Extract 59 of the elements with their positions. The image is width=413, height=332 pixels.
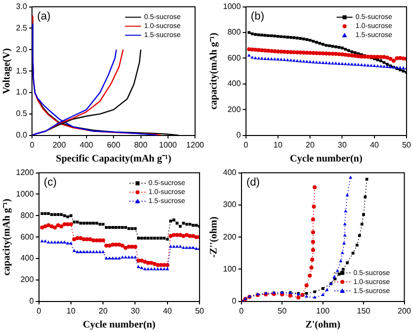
y-tick-label: 1000	[223, 2, 242, 12]
x-tick-label: 150	[356, 306, 371, 316]
x-tick-label: 50	[195, 306, 205, 316]
x-tick-label: 200	[398, 306, 412, 316]
x-tick-label: 100	[316, 306, 330, 316]
y-tick-label: 0	[236, 130, 242, 140]
y-tick-label: 0	[232, 296, 237, 306]
x-tick-label: 50	[402, 140, 412, 150]
y-tick-label: 1.5	[16, 66, 28, 76]
x-tick-label: 20	[98, 306, 108, 316]
y-tick-label: 1000	[16, 189, 34, 198]
y-tick-label: 400	[227, 79, 242, 88]
x-tick-label: 10	[273, 140, 283, 150]
chart-title: (c)	[44, 176, 57, 188]
y-tick-label: 0.0	[16, 130, 28, 140]
x-tick-label: 10	[66, 306, 76, 316]
x-tick-label: 200	[52, 140, 67, 150]
y-tick-label: 200	[20, 275, 34, 284]
y-tick-label: 600	[20, 232, 34, 242]
y-tick-label: 600	[227, 53, 242, 62]
y-tick-label: 100	[222, 264, 237, 274]
y-tick-label: 1.0	[16, 88, 28, 97]
x-axis-title: Cycle number(n)	[82, 320, 156, 331]
x-tick-label: 0	[36, 306, 42, 316]
y-tick-label: 0	[29, 296, 34, 306]
y-tick-label: 800	[227, 28, 242, 37]
x-axis-title: Cycle number(n)	[290, 154, 362, 165]
x-tick-label: 1000	[159, 140, 178, 150]
x-tick-label: 600	[106, 140, 121, 150]
y-tick-label: 400	[222, 168, 237, 178]
y-tick-label: 1200	[16, 168, 34, 178]
x-axis-title: Specific Capacity(mAh g⁻¹)	[56, 154, 172, 165]
y-tick-label: 2.5	[16, 23, 28, 32]
chart-title: (d)	[246, 176, 260, 188]
y-tick-label: 200	[222, 232, 237, 242]
x-axis-title: Z'(ohm)	[305, 320, 340, 331]
x-tick-label: 1200	[186, 140, 205, 150]
x-tick-label: 0	[244, 140, 249, 150]
chart-title: (a)	[37, 10, 51, 22]
y-tick-label: 200	[227, 104, 242, 114]
y-tick-label: 0.5	[16, 109, 28, 118]
x-tick-label: 50	[278, 306, 288, 316]
y-axis-title: -Z''(ohm)	[208, 216, 220, 258]
y-tick-label: 800	[20, 210, 34, 220]
y-axis-title: capacity(mAh g⁻¹)	[208, 32, 220, 110]
x-tick-label: 30	[130, 306, 140, 316]
x-tick-label: 400	[80, 140, 94, 150]
y-tick-label: 300	[222, 200, 237, 210]
y-tick-label: 3.0	[16, 2, 28, 12]
x-tick-label: 40	[162, 306, 172, 316]
chart-title: (b)	[250, 10, 264, 22]
y-tick-label: 2.0	[16, 44, 28, 54]
y-tick-label: 400	[20, 254, 34, 263]
y-axis-title: Voltage(V)	[2, 48, 13, 94]
y-axis-title: capacity(mAh g⁻¹)	[2, 198, 13, 276]
x-tick-label: 800	[134, 140, 148, 150]
x-tick-label: 40	[370, 140, 380, 150]
x-tick-label: 20	[306, 140, 316, 150]
x-tick-label: 30	[338, 140, 348, 150]
